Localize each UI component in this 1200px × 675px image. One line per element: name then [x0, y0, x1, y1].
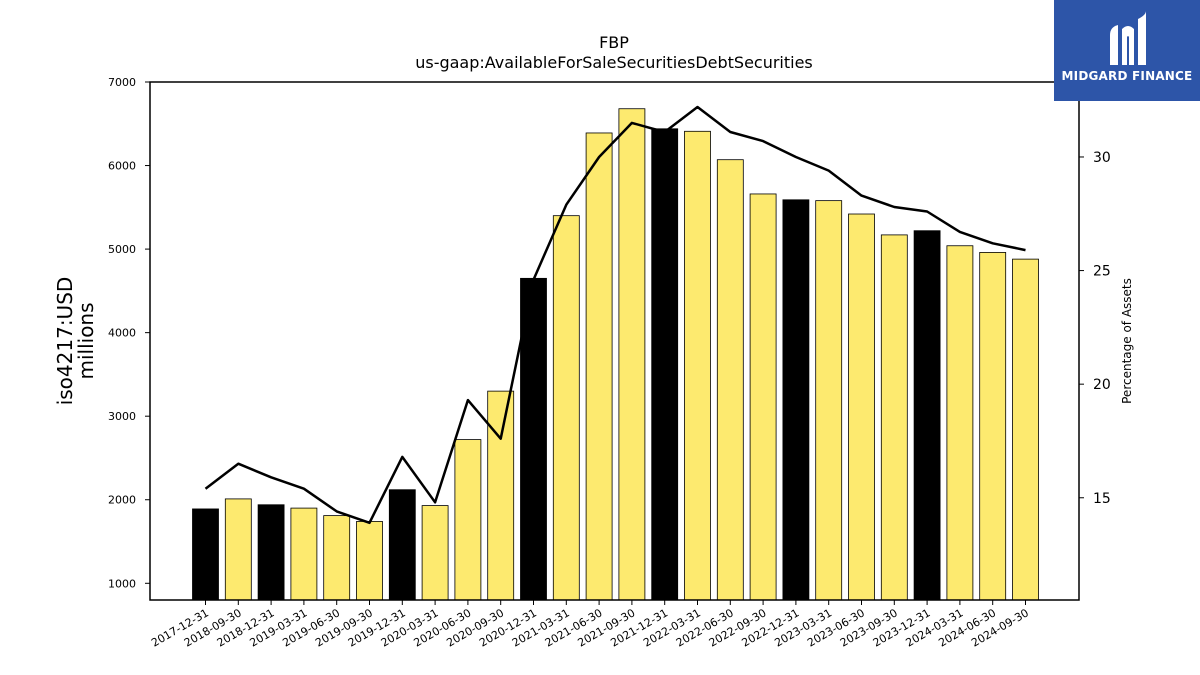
bar-2019-03-31 [290, 507, 318, 601]
y2-tick-label-20: 20 [1093, 377, 1111, 393]
line-group [204, 105, 1026, 525]
y-tick-label-5000: 5000 [108, 243, 136, 256]
bar-2023-03-31 [815, 200, 843, 601]
bar-2024-09-30 [1012, 258, 1039, 601]
y-tick-label-7000: 7000 [108, 76, 136, 89]
bar-2022-03-31 [684, 130, 711, 601]
y-tick-label-2000: 2000 [108, 494, 136, 507]
bar-2021-06-30 [585, 132, 613, 601]
bar-2024-03-31 [946, 245, 974, 601]
bar-2019-12-31 [388, 489, 416, 601]
y2-tick-label-30: 30 [1093, 150, 1111, 166]
bar-2022-09-30 [749, 193, 777, 601]
bar-2020-12-31 [520, 277, 547, 601]
bar-2017-12-31 [192, 508, 219, 601]
bar-2021-09-30 [618, 108, 646, 601]
bar-2020-06-30 [454, 439, 482, 601]
bar-2022-06-30 [716, 159, 744, 601]
left-axis: 1000 2000 3000 4000 5000 6000 7000 [108, 76, 150, 590]
bar-2019-09-30 [356, 521, 383, 601]
y2-axis-label: Percentage of Assets [1120, 278, 1134, 404]
bar-2023-06-30 [848, 213, 875, 601]
y-tick-label-6000: 6000 [108, 160, 136, 173]
y2-tick-label-15: 15 [1093, 491, 1111, 507]
bar-2019-06-30 [323, 515, 351, 601]
bar-2021-12-31 [651, 128, 679, 601]
bar-2018-12-31 [257, 504, 285, 601]
bar-2021-03-31 [552, 215, 580, 601]
x-axis: 2017-12-312018-09-302018-12-312019-03-31… [149, 600, 1031, 650]
y-tick-label-3000: 3000 [108, 410, 136, 423]
y-tick-label-4000: 4000 [108, 327, 136, 340]
percentage-line [204, 105, 1026, 525]
right-axis: 15 20 25 30 [1079, 150, 1111, 507]
chart-subtitle: us-gaap:AvailableForSaleSecuritiesDebtSe… [415, 53, 813, 72]
bar-2020-09-30 [487, 390, 515, 601]
brand-name: MIDGARD FINANCE [1061, 69, 1193, 83]
bar-group [192, 108, 1039, 601]
chart-title: FBP [599, 33, 629, 52]
plot-frame [149, 81, 1080, 601]
bar-2022-12-31 [782, 199, 810, 601]
bar-2018-09-30 [224, 498, 252, 601]
brand-logo: MIDGARD FINANCE [1054, 0, 1200, 101]
bar-2024-06-30 [979, 252, 1007, 601]
bar-2023-12-31 [913, 230, 941, 601]
y2-tick-label-25: 25 [1093, 264, 1111, 280]
y-axis-label: iso4217:USD [53, 277, 77, 406]
midgard-logo-icon [1110, 11, 1146, 65]
bar-2020-03-31 [421, 505, 449, 601]
y-tick-label-1000: 1000 [108, 577, 136, 590]
bar-2023-09-30 [880, 234, 908, 601]
y-axis-label-units: millions [74, 302, 98, 379]
